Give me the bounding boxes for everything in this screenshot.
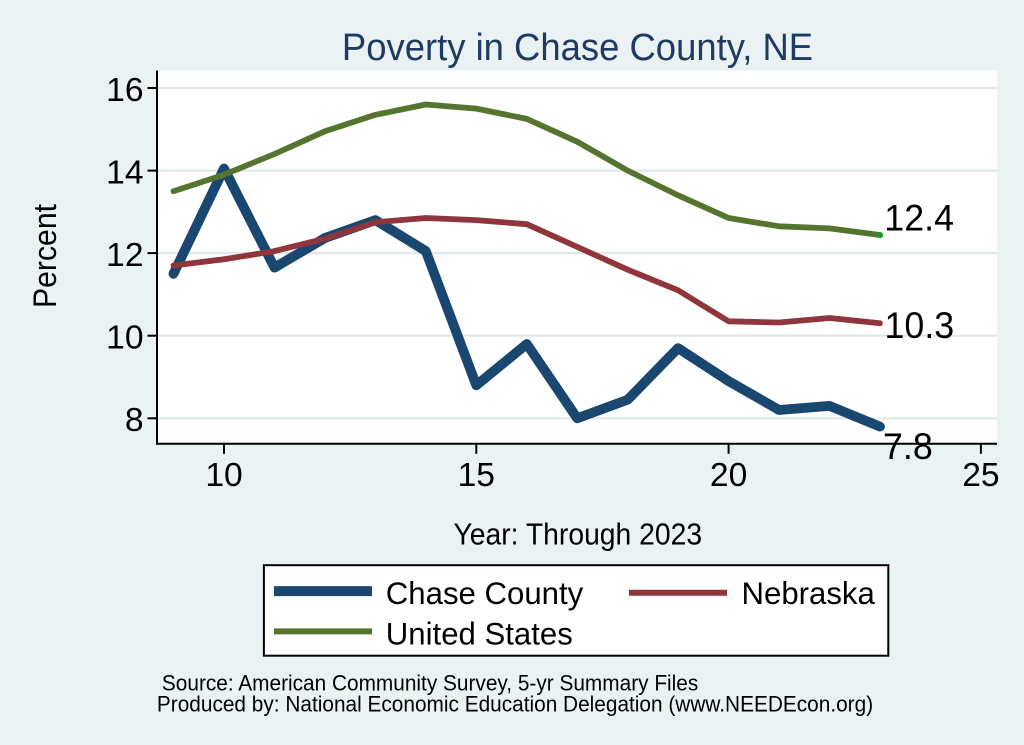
svg-text:Percent: Percent: [27, 204, 63, 308]
svg-text:25: 25: [962, 457, 999, 494]
svg-text:10.3: 10.3: [885, 304, 955, 346]
svg-text:12.4: 12.4: [884, 197, 954, 239]
svg-text:14: 14: [106, 154, 143, 191]
svg-text:8: 8: [125, 402, 144, 439]
svg-text:15: 15: [458, 457, 495, 494]
svg-text:Produced by: National Economic: Produced by: National Economic Education…: [157, 692, 873, 717]
svg-text:10: 10: [205, 457, 242, 494]
svg-text:10: 10: [106, 320, 143, 357]
svg-text:16: 16: [106, 72, 143, 109]
svg-text:Poverty in Chase County, NE: Poverty in Chase County, NE: [342, 25, 813, 68]
svg-text:Chase County: Chase County: [386, 576, 584, 611]
svg-text:20: 20: [710, 457, 747, 494]
svg-text:Source: American Community Sur: Source: American Community Survey, 5-yr …: [162, 671, 698, 696]
svg-text:12: 12: [106, 237, 143, 274]
svg-text:7.8: 7.8: [883, 425, 933, 467]
svg-text:Year: Through 2023: Year: Through 2023: [454, 517, 703, 551]
svg-text:Nebraska: Nebraska: [742, 576, 876, 611]
svg-text:United States: United States: [386, 616, 573, 651]
